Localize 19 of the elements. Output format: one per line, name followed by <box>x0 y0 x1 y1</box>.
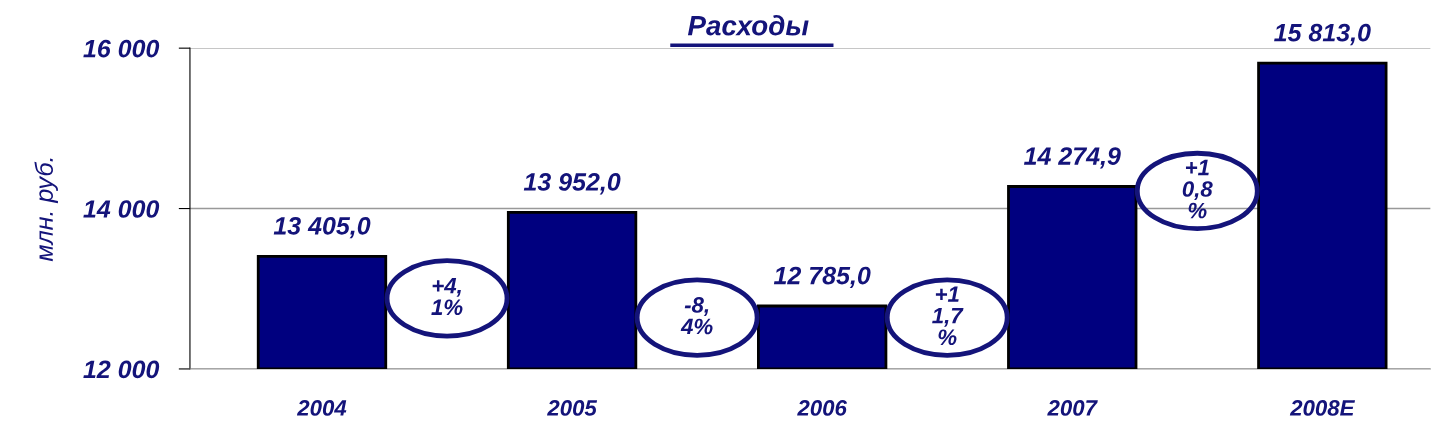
data-label: 14 274,9 <box>1024 147 1121 169</box>
annotation: +4, 1% <box>431 278 463 316</box>
x-tick-label: 2006 <box>797 400 847 416</box>
y-tick-label: 12 000 <box>83 360 160 379</box>
annotation: -8, 4% <box>680 297 713 335</box>
annotation: +1 1,7 % <box>932 286 964 346</box>
data-label: 12 785,0 <box>773 266 871 288</box>
x-tick-label: 2005 <box>547 400 598 416</box>
x-tick-label: 2007 <box>1047 400 1098 416</box>
data-label: 15 813,0 <box>1274 23 1371 46</box>
y-axis-title: млн. руб. <box>34 158 58 262</box>
y-tick-label: 14 000 <box>83 200 160 218</box>
x-tick-label: 2008E <box>1289 400 1356 416</box>
data-label: 13 952,0 <box>523 173 621 195</box>
annotation: +1 0,8 % <box>1182 159 1213 219</box>
data-label: 13 405,0 <box>273 216 371 239</box>
chart-title: Расходы <box>687 15 809 36</box>
x-tick-label: 2004 <box>296 400 347 416</box>
y-tick-label: 16 000 <box>83 39 160 58</box>
